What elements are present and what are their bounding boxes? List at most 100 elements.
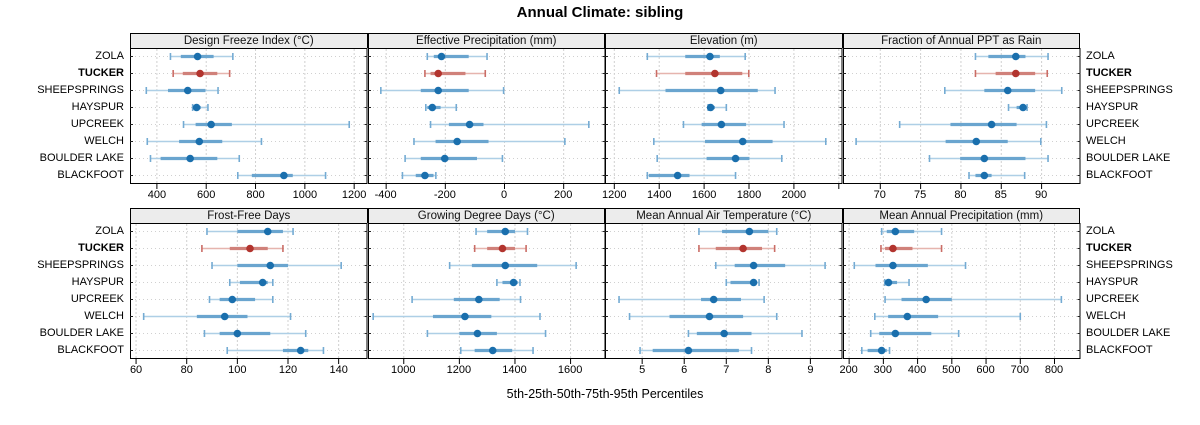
x-tick-label: 9 bbox=[807, 364, 814, 376]
median-dot bbox=[500, 227, 509, 236]
site-label-right-welch: WELCH bbox=[1086, 310, 1126, 322]
x-tick-label: 2000 bbox=[781, 189, 807, 201]
percentile-row-upcreek bbox=[182, 120, 351, 129]
site-label-left-sheepsprings: SHEEPSPRINGS bbox=[37, 259, 124, 271]
x-tick-label: 90 bbox=[1034, 189, 1048, 201]
median-dot bbox=[420, 171, 429, 180]
site-label-left-zola: ZOLA bbox=[95, 225, 124, 237]
percentile-row-hayspur bbox=[191, 103, 209, 112]
panel-strip-title: Frost-Free Days bbox=[130, 208, 368, 223]
median-dot bbox=[705, 312, 714, 321]
percentile-row-zola bbox=[974, 52, 1049, 61]
percentile-row-tucker bbox=[974, 69, 1048, 78]
x-tick-label: 1800 bbox=[736, 189, 762, 201]
percentile-row-sheepsprings bbox=[714, 261, 826, 270]
percentile-row-zola bbox=[474, 227, 528, 236]
median-dot bbox=[196, 69, 204, 78]
percentile-row-sheepsprings bbox=[379, 86, 504, 95]
percentile-row-hayspur bbox=[883, 278, 910, 287]
median-dot bbox=[452, 137, 461, 146]
percentile-row-upcreek bbox=[883, 295, 1062, 304]
median-dot bbox=[891, 329, 899, 338]
median-dot bbox=[228, 295, 237, 304]
percentile-row-zola bbox=[880, 227, 942, 236]
percentile-row-welch bbox=[854, 137, 1042, 146]
median-dot bbox=[183, 86, 192, 95]
x-tick-label: 60 bbox=[129, 364, 143, 376]
panel-design-freeze-index-c: Design Freeze Index (°C) 400 600 800 1000 120… bbox=[130, 33, 368, 201]
percentile-row-zola bbox=[169, 52, 234, 61]
percentile-row-hayspur bbox=[725, 278, 760, 287]
x-tick-label: 400 bbox=[147, 189, 167, 201]
x-tick-label: 1600 bbox=[557, 364, 583, 376]
median-dot bbox=[921, 295, 930, 304]
x-tick-label: 70 bbox=[873, 189, 886, 201]
site-label-left-hayspur: HAYSPUR bbox=[71, 276, 124, 288]
median-dot bbox=[488, 346, 497, 355]
percentile-row-blackfoot bbox=[226, 346, 325, 355]
median-dot bbox=[186, 154, 194, 163]
x-tick-label: 600 bbox=[197, 189, 216, 201]
panel-strip-title: Growing Degree Days (°C) bbox=[367, 208, 605, 223]
percentile-row-sheepsprings bbox=[852, 261, 966, 270]
percentile-row-welch bbox=[653, 137, 827, 146]
panel-strip-title: Mean Annual Air Temperature (°C) bbox=[605, 208, 843, 223]
panel-plot bbox=[842, 223, 1080, 364]
median-dot bbox=[258, 278, 267, 287]
percentile-row-boulder-lake bbox=[687, 329, 803, 338]
median-dot bbox=[980, 171, 988, 180]
x-tick-label: 1400 bbox=[502, 364, 527, 376]
median-dot bbox=[192, 103, 201, 112]
x-tick-label: 700 bbox=[1010, 364, 1029, 376]
site-label-left-upcreek: UPCREEK bbox=[70, 293, 124, 305]
percentile-row-sheepsprings bbox=[943, 86, 1063, 95]
x-tick-label: -200 bbox=[433, 189, 456, 201]
site-label-right-hayspur: HAYSPUR bbox=[1086, 101, 1139, 113]
panel-strip-title: Effective Precipitation (mm) bbox=[367, 33, 605, 48]
panel-strip-title: Design Freeze Index (°C) bbox=[130, 33, 368, 48]
median-dot bbox=[738, 137, 747, 146]
median-dot bbox=[473, 329, 481, 338]
site-label-left-zola: ZOLA bbox=[95, 50, 124, 62]
panel-plot bbox=[367, 48, 605, 189]
panel-plot bbox=[367, 223, 605, 364]
percentile-row-upcreek bbox=[618, 295, 765, 304]
site-label-right-sheepsprings: SHEEPSPRINGS bbox=[1086, 259, 1173, 271]
x-tick-label: 8 bbox=[765, 364, 772, 376]
x-tick-label: 80 bbox=[954, 189, 967, 201]
site-label-left-blackfoot: BLACKFOOT bbox=[57, 344, 124, 356]
percentile-row-upcreek bbox=[208, 295, 274, 304]
percentile-row-sheepsprings bbox=[448, 261, 577, 270]
x-tick-label: 7 bbox=[723, 364, 730, 376]
median-dot bbox=[296, 346, 305, 355]
median-dot bbox=[280, 171, 288, 180]
x-tick-label: 1600 bbox=[691, 189, 717, 201]
x-tick-label: 1400 bbox=[646, 189, 672, 201]
median-dot bbox=[195, 137, 204, 146]
percentile-row-welch bbox=[142, 312, 292, 321]
median-dot bbox=[903, 312, 911, 321]
percentile-row-hayspur bbox=[706, 103, 728, 112]
median-dot bbox=[460, 312, 469, 321]
site-label-left-blackfoot: BLACKFOOT bbox=[57, 169, 124, 181]
median-dot bbox=[500, 261, 509, 270]
percentile-row-blackfoot bbox=[236, 171, 327, 180]
median-dot bbox=[739, 244, 747, 253]
median-dot bbox=[971, 137, 980, 146]
percentile-row-blackfoot bbox=[459, 346, 534, 355]
percentile-row-zola bbox=[425, 52, 488, 61]
site-label-left-sheepsprings: SHEEPSPRINGS bbox=[37, 84, 124, 96]
median-dot bbox=[465, 120, 473, 129]
median-dot bbox=[1018, 103, 1027, 112]
percentile-row-boulder-lake bbox=[149, 154, 241, 163]
percentile-row-sheepsprings bbox=[618, 86, 776, 95]
site-label-right-blackfoot: BLACKFOOT bbox=[1086, 344, 1153, 356]
site-label-right-welch: WELCH bbox=[1086, 135, 1126, 147]
percentile-row-welch bbox=[873, 312, 1021, 321]
x-tick-label: 600 bbox=[976, 364, 995, 376]
x-tick-label: 100 bbox=[228, 364, 247, 376]
percentile-row-upcreek bbox=[429, 120, 590, 129]
x-tick-label: -400 bbox=[374, 189, 397, 201]
x-tick-label: 800 bbox=[1044, 364, 1064, 376]
median-dot bbox=[717, 120, 726, 129]
